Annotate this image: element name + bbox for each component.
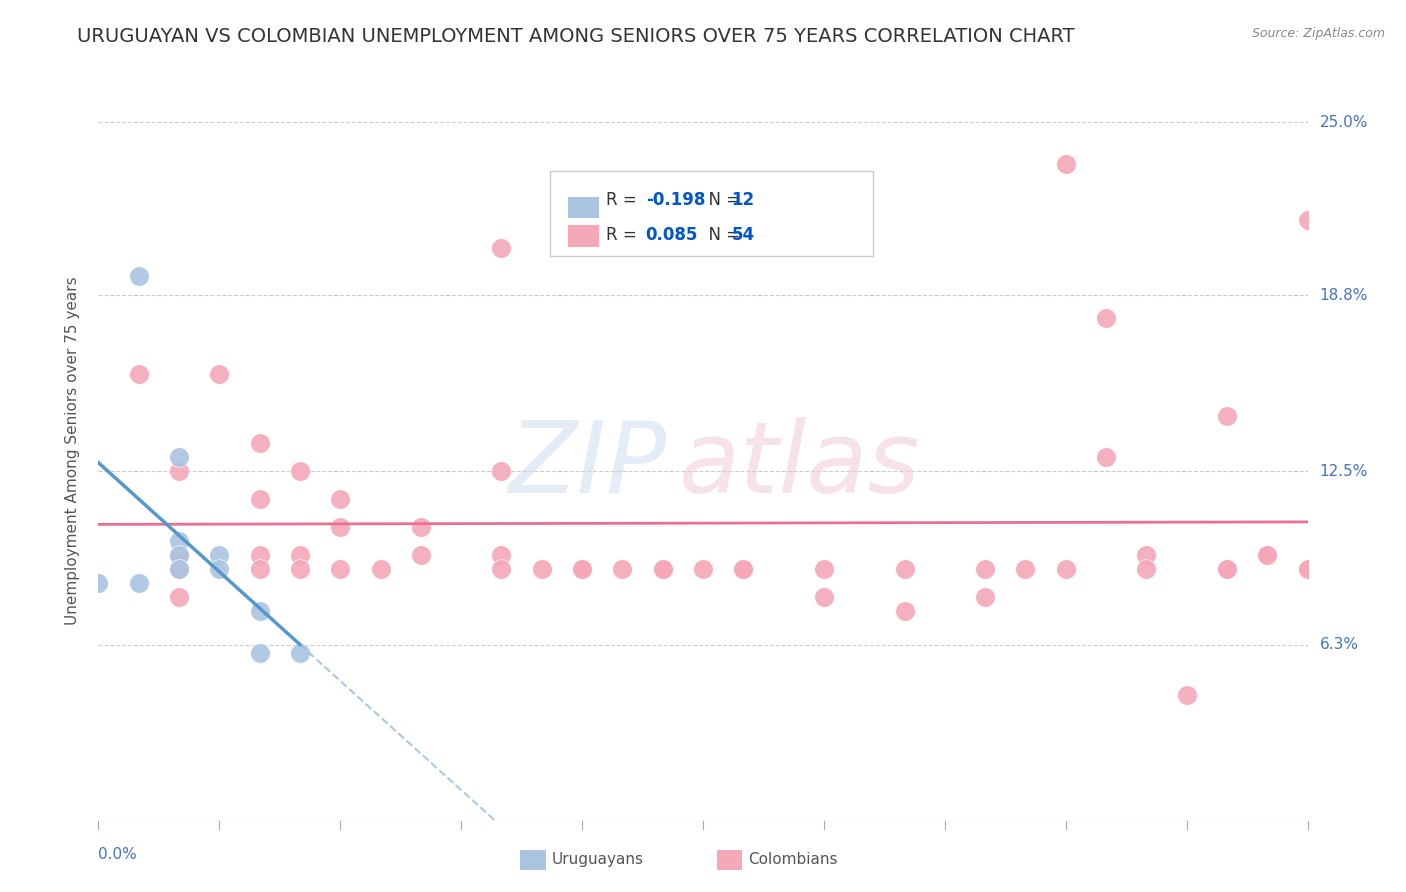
Point <box>612 562 634 576</box>
Point <box>1216 409 1239 423</box>
Point <box>813 590 835 604</box>
Point <box>651 562 673 576</box>
Point <box>893 562 915 576</box>
Text: 12.5%: 12.5% <box>1320 464 1368 479</box>
Point <box>651 562 673 576</box>
Point <box>893 604 915 618</box>
Point <box>167 464 190 478</box>
Point <box>128 268 150 283</box>
Point <box>1216 562 1239 576</box>
Point <box>1296 213 1319 227</box>
Text: Colombians: Colombians <box>748 853 838 867</box>
Point <box>1054 562 1077 576</box>
Text: 18.8%: 18.8% <box>1320 288 1368 303</box>
Point <box>167 562 190 576</box>
Text: 0.0%: 0.0% <box>98 847 138 862</box>
Text: ZIP: ZIP <box>509 417 666 514</box>
Point <box>249 492 271 507</box>
Point <box>409 520 432 534</box>
Text: R =: R = <box>606 227 643 244</box>
Point <box>167 534 190 549</box>
Point <box>1256 548 1278 562</box>
Point <box>1296 562 1319 576</box>
Point <box>288 464 311 478</box>
Text: 6.3%: 6.3% <box>1320 637 1358 652</box>
Point <box>167 590 190 604</box>
Point <box>571 562 593 576</box>
Point <box>491 548 513 562</box>
Point <box>87 576 110 591</box>
Text: 54: 54 <box>731 227 755 244</box>
Point <box>1296 562 1319 576</box>
Point <box>733 562 755 576</box>
Point <box>167 450 190 465</box>
Point <box>249 604 271 618</box>
Text: atlas: atlas <box>679 417 921 514</box>
Point <box>491 464 513 478</box>
Point <box>813 562 835 576</box>
Point <box>1095 310 1118 325</box>
Point <box>249 436 271 450</box>
Point <box>491 241 513 255</box>
Point <box>1014 562 1036 576</box>
Point <box>733 562 755 576</box>
Text: URUGUAYAN VS COLOMBIAN UNEMPLOYMENT AMONG SENIORS OVER 75 YEARS CORRELATION CHAR: URUGUAYAN VS COLOMBIAN UNEMPLOYMENT AMON… <box>77 27 1076 45</box>
Text: Uruguayans: Uruguayans <box>551 853 643 867</box>
Point <box>1216 562 1239 576</box>
Point <box>288 646 311 660</box>
Point <box>974 590 997 604</box>
Y-axis label: Unemployment Among Seniors over 75 years: Unemployment Among Seniors over 75 years <box>65 277 80 624</box>
Point <box>1175 688 1198 702</box>
Point <box>167 562 190 576</box>
Point <box>288 562 311 576</box>
Point <box>1256 548 1278 562</box>
Point <box>208 548 231 562</box>
Point <box>167 548 190 562</box>
Point <box>1095 450 1118 465</box>
Point <box>249 646 271 660</box>
Point <box>571 562 593 576</box>
Point <box>1135 562 1157 576</box>
Text: N =: N = <box>697 191 745 209</box>
Text: 25.0%: 25.0% <box>1320 115 1368 129</box>
Point <box>329 492 352 507</box>
Point <box>249 562 271 576</box>
Point <box>409 548 432 562</box>
Point <box>370 562 392 576</box>
Point <box>1135 548 1157 562</box>
Text: R =: R = <box>606 191 643 209</box>
Text: -0.198: -0.198 <box>645 191 704 209</box>
Point <box>530 562 553 576</box>
Point <box>1054 157 1077 171</box>
Point <box>208 367 231 381</box>
Point <box>167 548 190 562</box>
Point <box>329 562 352 576</box>
Point <box>249 548 271 562</box>
Point <box>128 367 150 381</box>
Point <box>692 562 714 576</box>
Text: Source: ZipAtlas.com: Source: ZipAtlas.com <box>1251 27 1385 40</box>
Text: 12: 12 <box>731 191 755 209</box>
Text: N =: N = <box>697 227 745 244</box>
Point <box>288 548 311 562</box>
Point <box>974 562 997 576</box>
Point <box>329 520 352 534</box>
Text: 0.085: 0.085 <box>645 227 699 244</box>
Point <box>128 576 150 591</box>
Point <box>208 562 231 576</box>
Point <box>491 562 513 576</box>
